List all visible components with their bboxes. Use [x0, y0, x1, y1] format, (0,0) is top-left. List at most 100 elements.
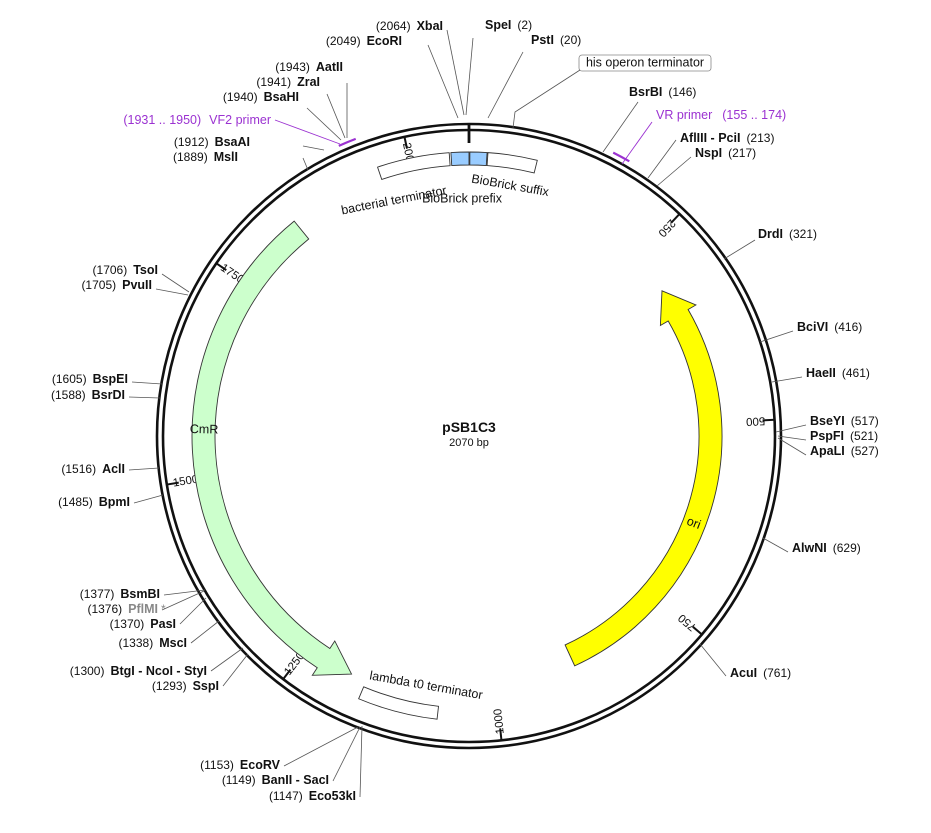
site-name-haeii: HaeII — [806, 366, 836, 380]
scale-tick — [282, 668, 292, 680]
site-position-spei: (2) — [517, 18, 532, 32]
feature-leader — [512, 69, 581, 129]
primer-mark-vr-primer — [612, 151, 630, 163]
site-name-afliii-pcii: AflIII - PciI — [680, 131, 740, 145]
leader-line — [179, 597, 207, 625]
leader-line — [427, 44, 459, 119]
site-name-ecori: EcoRI — [367, 34, 402, 48]
primer-marks — [338, 137, 630, 163]
site-suffix: * — [161, 602, 166, 616]
site-position-pspfi: (521) — [850, 429, 878, 443]
leader-line — [759, 330, 794, 343]
site-position-msli: (1889) — [173, 150, 208, 164]
site-name-pvuii: PvuII — [122, 278, 152, 292]
leader-line — [446, 29, 465, 116]
site-name-sspi: SspI — [193, 679, 219, 693]
site-position-xbai: (2064) — [376, 19, 411, 33]
site-position-banii-saci: (1149) — [222, 773, 256, 787]
leader-line — [326, 93, 346, 139]
scale-tick-label: 500 — [746, 414, 766, 427]
site-position-psti: (20) — [560, 33, 581, 47]
feature-label-cmr: CmR — [190, 422, 219, 437]
site-position-bsrbi: (146) — [668, 85, 696, 99]
site-name-eco53ki: Eco53kI — [309, 789, 356, 803]
leader-line — [487, 51, 524, 119]
site-position-nspi: (217) — [728, 146, 756, 160]
plasmid-name: pSB1C3 — [442, 419, 496, 435]
site-position-msci: (1338) — [119, 636, 154, 650]
site-name-bsaai: BsaAI — [215, 135, 250, 149]
feature-label-his-operon-terminator: his operon terminator — [586, 55, 704, 69]
scale-tick — [670, 213, 681, 224]
site-position-acui: (761) — [763, 666, 791, 680]
leader-line — [128, 396, 161, 399]
site-name-bseyi: BseYI — [810, 414, 845, 428]
leader-line — [332, 726, 361, 782]
leader-line — [302, 145, 325, 151]
primer-range-vf2-primer: (1931 .. 1950) — [123, 113, 201, 127]
feature-label-ori: ori — [685, 514, 703, 532]
site-name-apali: ApaLI — [810, 444, 845, 458]
site-position-bpmi: (1485) — [58, 495, 93, 509]
site-position-btgi-ncoi-styi: (1300) — [70, 664, 105, 678]
scale-tick — [499, 728, 503, 741]
leader-line — [775, 424, 807, 433]
site-name-xbai: XbaI — [417, 19, 443, 33]
site-position-bspei: (1605) — [52, 372, 87, 386]
site-name-aatii: AatII — [316, 60, 343, 74]
site-name-msci: MscI — [159, 636, 187, 650]
leader-line — [283, 726, 359, 767]
site-position-haeii: (461) — [842, 366, 870, 380]
leader-line — [131, 381, 163, 385]
site-position-acli: (1516) — [61, 462, 96, 476]
site-name-banii-saci: BanII - SacI — [262, 773, 329, 787]
feature-his-operon-terminator — [486, 152, 538, 174]
site-name-bsmbi: BsmBI — [120, 587, 160, 601]
site-position-bsaai: (1912) — [174, 135, 209, 149]
site-name-drdi: DrdI — [758, 227, 783, 241]
site-name-acli: AclI — [102, 462, 125, 476]
leader-line — [777, 437, 807, 456]
site-position-afliii-pcii: (213) — [746, 131, 774, 145]
site-position-bsahi: (1940) — [223, 90, 258, 104]
leader-line — [723, 239, 756, 260]
site-name-bsrbi: BsrBI — [629, 85, 662, 99]
site-name-spei: SpeI — [485, 18, 511, 32]
scale-tick — [692, 625, 703, 636]
site-position-aatii: (1943) — [275, 60, 310, 74]
scale-tick-label: 1000 — [492, 708, 507, 735]
site-name-pspfi: PspFI — [810, 429, 844, 443]
site-position-bsrdi: (1588) — [51, 388, 86, 402]
site-position-bseyi: (517) — [851, 414, 879, 428]
site-name-pasi: PasI — [150, 617, 176, 631]
scale-tick — [215, 262, 227, 271]
site-position-alwni: (629) — [833, 541, 861, 555]
site-name-tsoi: TsoI — [133, 263, 158, 277]
site-name-bpmi: BpmI — [99, 495, 130, 509]
leader-line — [210, 647, 244, 672]
site-position-apali: (527) — [851, 444, 879, 458]
site-name-msli: MslI — [214, 150, 238, 164]
feature-bacterial-terminator — [376, 152, 451, 181]
site-position-tsoi: (1706) — [93, 263, 128, 277]
leader-line — [161, 273, 190, 293]
site-position-zrai: (1941) — [256, 75, 291, 89]
scale-tick — [166, 481, 179, 486]
feature-ori — [564, 290, 723, 667]
site-name-psti: PstI — [531, 33, 554, 47]
site-position-pflmi: (1376) — [87, 602, 122, 616]
primer-name-vr-primer: VR primer — [656, 108, 712, 122]
leader-line — [699, 643, 727, 677]
leader-line — [302, 157, 309, 171]
leader-line — [777, 435, 807, 441]
site-name-btgi-ncoi-styi: BtgI - NcoI - StyI — [110, 664, 207, 678]
leader-line — [762, 537, 789, 553]
leader-line — [222, 653, 249, 687]
leader-line — [465, 37, 474, 116]
site-position-pvuii: (1705) — [81, 278, 116, 292]
leader-line — [647, 139, 677, 179]
leader-line — [128, 467, 160, 471]
scale-tick — [762, 418, 775, 422]
